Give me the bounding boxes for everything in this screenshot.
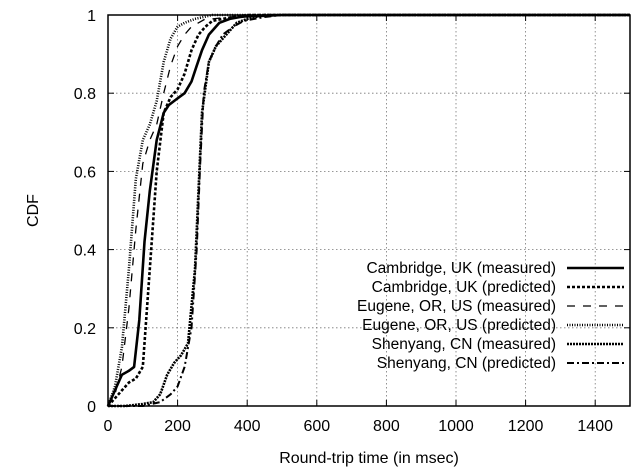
legend-label-0: Cambridge, UK (measured) bbox=[366, 260, 556, 277]
legend-label-3: Eugene, OR, US (predicted) bbox=[362, 317, 556, 334]
series-line-2 bbox=[107, 14, 630, 407]
series-line-5 bbox=[108, 14, 630, 407]
x-tick-label: 1200 bbox=[508, 418, 544, 435]
y-tick-label: 0.4 bbox=[74, 243, 96, 260]
tick-layer: 0 200 400 600 800 1000 1200 1400 0 0.2 0.4 0.6 0.8 1 bbox=[74, 8, 630, 435]
x-tick-label: 600 bbox=[303, 418, 330, 435]
y-tick-label: 1 bbox=[87, 8, 96, 25]
x-tick-label: 0 bbox=[104, 418, 113, 435]
y-tick-label: 0.6 bbox=[74, 164, 96, 181]
series-line-3 bbox=[106, 13, 630, 407]
grid-layer bbox=[108, 15, 630, 406]
x-tick-label: 1400 bbox=[577, 418, 613, 435]
y-tick-label: 0.8 bbox=[74, 86, 96, 103]
legend-label-5: Shenyang, CN (predicted) bbox=[377, 355, 556, 372]
legend-label-4: Shenyang, CN (measured) bbox=[372, 336, 556, 353]
y-tick-label: 0.2 bbox=[74, 321, 96, 338]
x-tick-label: 1000 bbox=[438, 418, 474, 435]
x-axis-title: Round-trip time (in msec) bbox=[279, 450, 459, 467]
legend: Cambridge, UK (measured) Cambridge, UK (p… bbox=[357, 260, 624, 372]
x-tick-label: 800 bbox=[373, 418, 400, 435]
legend-label-2: Eugene, OR, US (measured) bbox=[357, 298, 556, 315]
x-tick-label: 400 bbox=[234, 418, 261, 435]
series-layer bbox=[106, 13, 630, 408]
y-axis-title: CDF bbox=[25, 194, 42, 227]
y-tick-label: 0 bbox=[87, 399, 96, 416]
legend-label-1: Cambridge, UK (predicted) bbox=[372, 279, 556, 296]
plot-frame bbox=[107, 14, 631, 407]
x-tick-label: 200 bbox=[164, 418, 191, 435]
